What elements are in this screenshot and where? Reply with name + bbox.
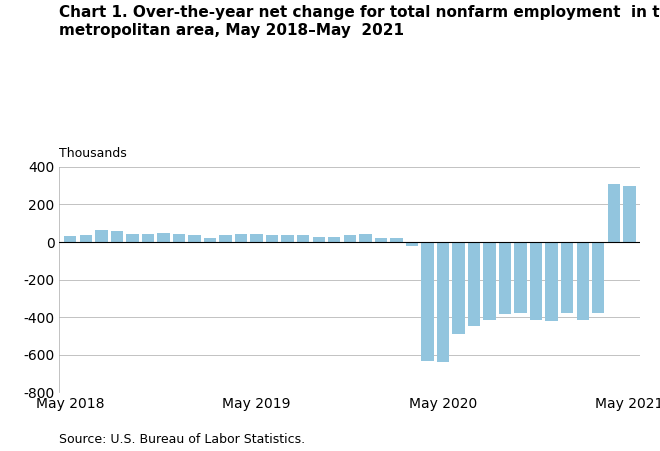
Bar	[499, 242, 512, 314]
Bar	[95, 230, 108, 242]
Bar	[235, 234, 248, 242]
Bar	[561, 242, 574, 313]
Bar	[592, 242, 605, 313]
Bar	[608, 184, 620, 242]
Text: Source: U.S. Bureau of Labor Statistics.: Source: U.S. Bureau of Labor Statistics.	[59, 433, 306, 446]
Bar	[126, 234, 139, 242]
Bar	[188, 235, 201, 242]
Bar	[530, 242, 543, 320]
Bar	[483, 242, 496, 320]
Bar	[390, 238, 403, 242]
Bar	[204, 238, 216, 242]
Bar	[328, 237, 341, 242]
Bar	[577, 242, 589, 320]
Bar	[281, 235, 294, 242]
Bar	[142, 234, 154, 242]
Bar	[80, 235, 92, 242]
Bar	[375, 238, 387, 242]
Bar	[219, 235, 232, 242]
Bar	[297, 235, 310, 242]
Bar	[452, 242, 465, 334]
Bar	[111, 231, 123, 242]
Bar	[157, 233, 170, 242]
Bar	[406, 242, 418, 246]
Bar	[313, 237, 325, 242]
Text: Chart 1. Over-the-year net change for total nonfarm employment  in the Chicago
m: Chart 1. Over-the-year net change for to…	[59, 5, 660, 38]
Bar	[421, 242, 434, 361]
Bar	[250, 234, 263, 242]
Bar	[359, 234, 372, 242]
Bar	[623, 186, 636, 242]
Bar	[514, 242, 527, 313]
Bar	[468, 242, 480, 326]
Bar	[266, 235, 279, 242]
Bar	[545, 242, 558, 321]
Text: Thousands: Thousands	[59, 147, 127, 160]
Bar	[173, 234, 185, 242]
Bar	[64, 236, 77, 242]
Bar	[344, 235, 356, 242]
Bar	[437, 242, 449, 362]
